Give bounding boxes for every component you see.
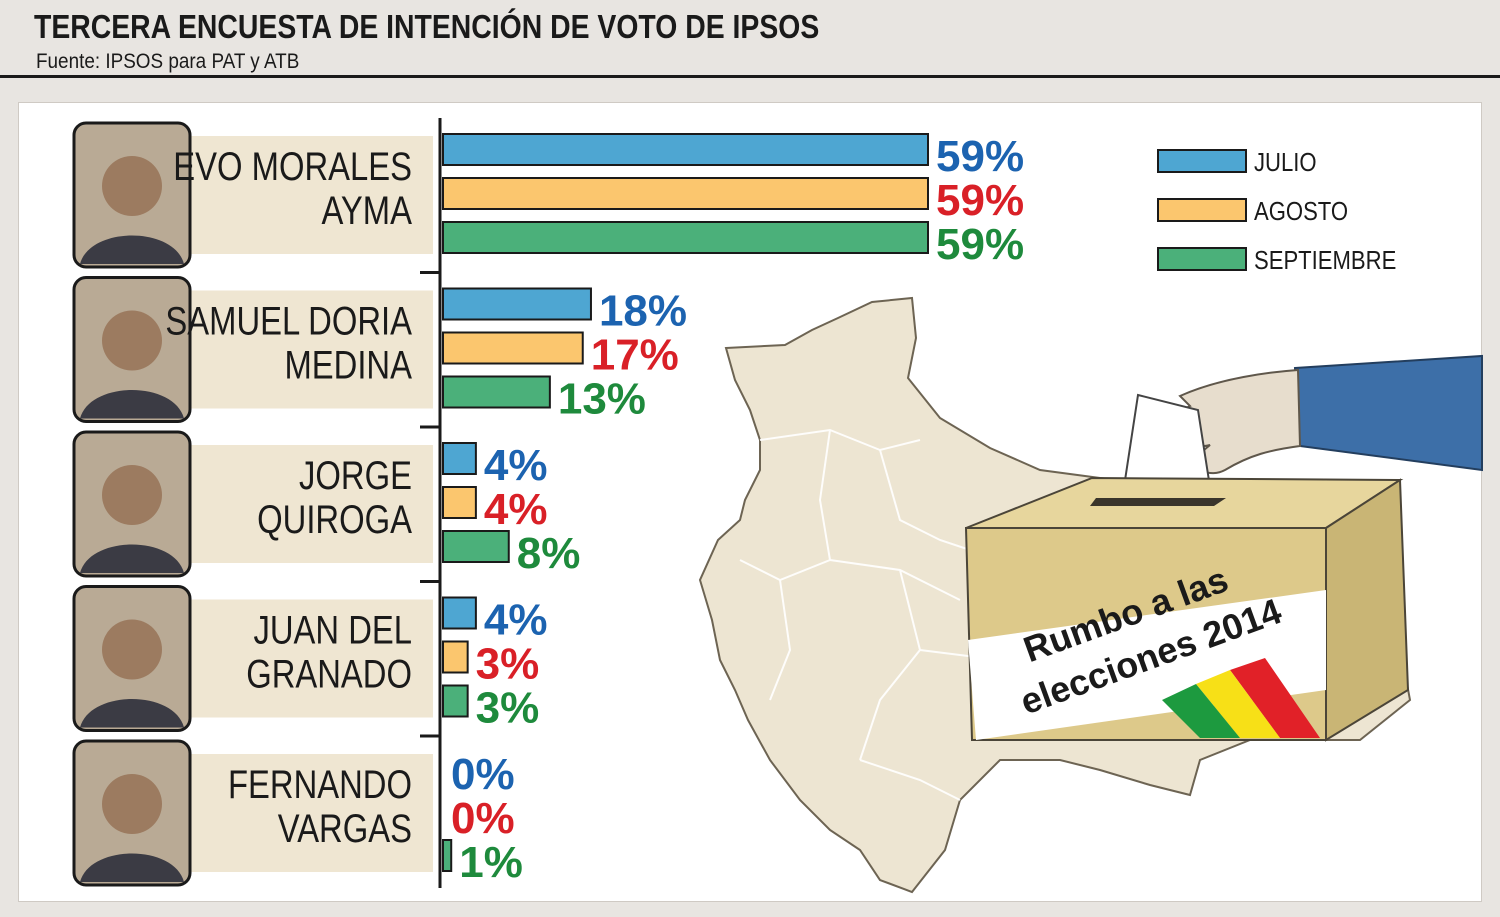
bar	[442, 133, 929, 166]
candidate-photo-face	[102, 619, 162, 680]
candidate-photo-face	[102, 156, 162, 216]
bar-value-label: 3%	[476, 640, 540, 689]
bar	[442, 375, 551, 409]
bar-value-label: 0%	[451, 794, 515, 843]
bar	[442, 684, 469, 718]
candidate-name-line: SAMUEL DORIA	[165, 298, 412, 343]
flag-red	[1230, 658, 1320, 738]
bar	[442, 177, 929, 210]
bar-value-label: 17%	[591, 331, 679, 380]
candidate-name-line: EVO MORALES	[173, 144, 412, 189]
candidate-name-line: VARGAS	[278, 806, 412, 851]
bar	[442, 596, 477, 630]
bar-value-label: 8%	[517, 529, 581, 578]
bar-value-label: 59%	[936, 132, 1024, 181]
bar-value-label: 4%	[484, 485, 548, 534]
box-slot	[1090, 498, 1226, 506]
chart-source: Fuente: IPSOS para PAT y ATB	[36, 50, 300, 73]
bar	[442, 287, 592, 321]
candidate-photo-face	[102, 310, 162, 371]
bar-value-label: 4%	[484, 596, 548, 645]
legend-swatch	[1157, 198, 1247, 222]
bar	[442, 221, 929, 254]
chart-bars: 59%59%59%18%17%13%4%4%8%4%3%3%0%0%1%	[442, 132, 1024, 887]
bar	[442, 331, 584, 365]
bar-value-label: 59%	[936, 220, 1024, 269]
candidate-label-bg	[190, 136, 433, 254]
bar-value-label: 0%	[451, 750, 515, 799]
bar-value-label: 1%	[459, 838, 523, 887]
candidate-photo-body	[80, 853, 184, 882]
candidate-name-line: MEDINA	[284, 342, 412, 387]
candidate-label-bg	[190, 754, 433, 872]
bar	[442, 486, 477, 519]
legend-label: SEPTIEMBRE	[1254, 246, 1396, 275]
candidate-label-bg	[190, 290, 433, 409]
candidate-photo-body	[80, 699, 184, 728]
candidate-label-bg	[190, 445, 433, 563]
candidate-photo-body	[80, 390, 184, 419]
bar-value-label: 18%	[599, 287, 687, 336]
chart-title: TERCERA ENCUESTA DE INTENCIÓN DE VOTO DE…	[34, 8, 820, 45]
bar	[442, 442, 477, 475]
candidate-label-bg	[190, 599, 433, 718]
bar-value-label: 13%	[558, 375, 646, 424]
legend-swatch	[1157, 149, 1247, 173]
flag-green	[1162, 684, 1240, 738]
candidate-name-line: QUIROGA	[257, 497, 412, 542]
candidate-name-line: JORGE	[299, 453, 412, 498]
candidate-photo-body	[80, 544, 184, 573]
candidate-photo-face	[102, 465, 162, 525]
legend-swatch	[1157, 247, 1247, 271]
flag-yellow	[1196, 670, 1280, 738]
candidate-name-line: JUAN DEL	[253, 607, 412, 652]
bar-value-label: 3%	[476, 684, 540, 733]
candidate-name-line: FERNANDO	[228, 762, 412, 807]
legend-label: AGOSTO	[1254, 197, 1348, 226]
ballot-box: Rumbo a las elecciones 2014	[964, 476, 1410, 742]
bar	[442, 640, 469, 674]
sleeve-shape	[1293, 354, 1483, 472]
bar	[442, 530, 510, 563]
candidate-name-line: AYMA	[322, 188, 413, 233]
bar	[442, 839, 453, 872]
header-divider	[0, 75, 1500, 78]
bar-value-label: 4%	[484, 441, 548, 490]
bar-value-label: 59%	[936, 176, 1024, 225]
candidate-photo-face	[102, 774, 162, 834]
legend-label: JULIO	[1254, 148, 1317, 177]
voting-hand	[1120, 354, 1483, 501]
legend: JULIO AGOSTO SEPTIEMBRE	[1157, 148, 1396, 275]
candidate-photo-body	[80, 235, 184, 264]
candidate-name-line: GRANADO	[246, 651, 412, 696]
